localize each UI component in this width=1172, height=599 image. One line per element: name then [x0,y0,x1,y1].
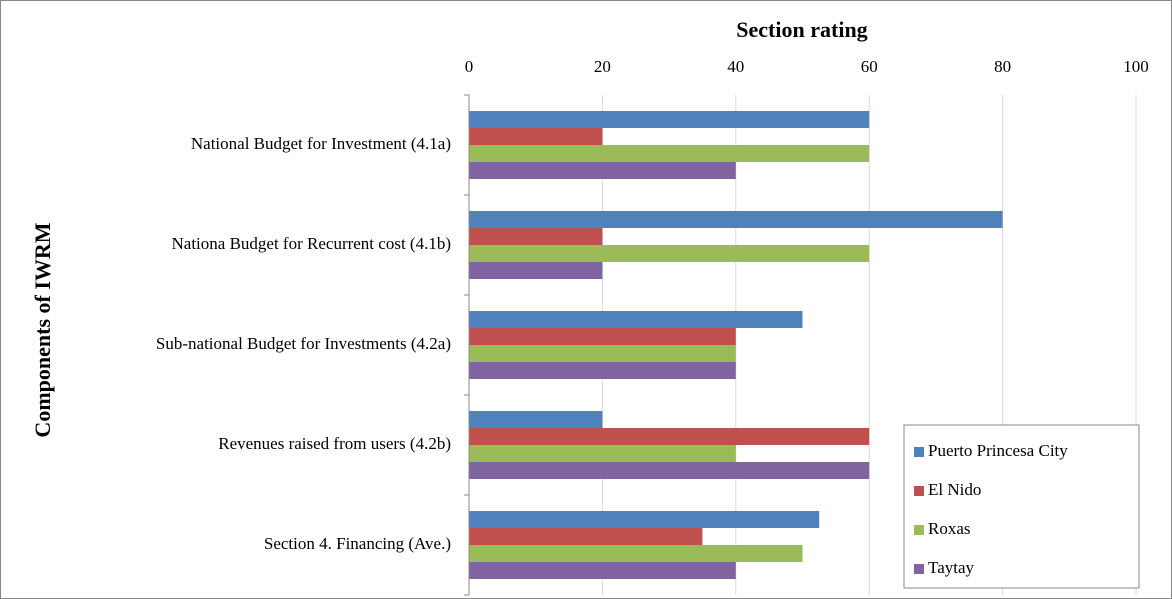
y-tick-label: Revenues raised from users (4.2b) [218,434,451,453]
bar [469,511,820,528]
bar [469,328,736,345]
bar [469,545,803,562]
bar [469,528,703,545]
y-tick-label: National Budget for Investment (4.1a) [191,134,451,153]
chart-title: Section rating [736,17,867,42]
bar [469,211,1003,228]
x-tick-label: 0 [465,57,474,76]
legend-swatch [914,525,924,535]
bar [469,162,736,179]
legend-label: Taytay [928,558,975,577]
y-axis-title: Components of IWRM [30,222,55,437]
bar [469,262,603,279]
x-tick-label: 100 [1123,57,1149,76]
bar [469,228,603,245]
legend-swatch [914,447,924,457]
legend-swatch [914,564,924,574]
bar [469,111,870,128]
y-tick-label: Sub-national Budget for Investments (4.2… [156,334,451,353]
legend-label: Roxas [928,519,971,538]
y-tick-label: Section 4. Financing (Ave.) [264,534,451,553]
legend-box [903,424,1140,589]
x-tick-label: 20 [594,57,611,76]
bar [469,345,736,362]
bar [469,362,736,379]
bar [469,311,803,328]
bar [469,428,870,445]
y-tick-label: Nationa Budget for Recurrent cost (4.1b) [172,234,451,253]
bar [469,411,603,428]
x-tick-label: 40 [727,57,744,76]
x-tick-label: 60 [861,57,878,76]
legend-label: El Nido [928,480,981,499]
legend-swatch [914,486,924,496]
bar [469,128,603,145]
bar [469,462,870,479]
bar [469,562,736,579]
x-tick-label: 80 [994,57,1011,76]
bar [469,445,736,462]
legend-label: Puerto Princesa City [928,441,1068,460]
bar [469,245,870,262]
bar [469,145,870,162]
